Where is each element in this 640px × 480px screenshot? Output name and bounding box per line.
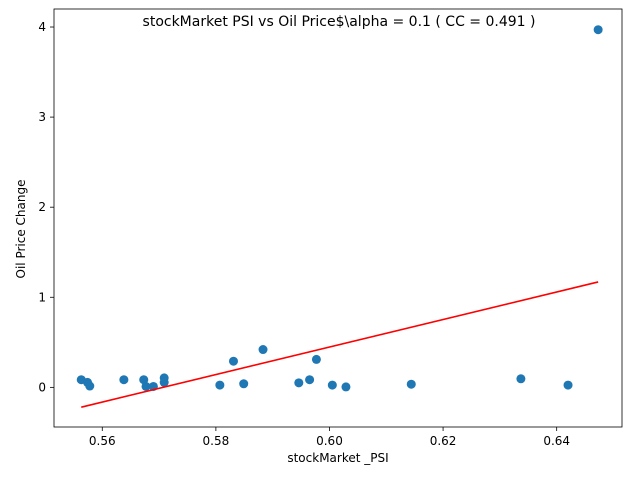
data-point <box>139 375 149 385</box>
x-axis-label: stockMarket _PSI <box>287 451 388 465</box>
data-point <box>311 354 321 364</box>
data-point <box>406 379 416 389</box>
chart-title: stockMarket PSI vs Oil Price$\alpha = 0.… <box>143 14 536 30</box>
regression-line <box>81 281 599 408</box>
y-tick-label: 4 <box>38 20 46 34</box>
plot-area <box>76 25 603 408</box>
x-tick-label: 0.58 <box>203 434 230 448</box>
y-tick-label: 3 <box>38 110 46 124</box>
data-point <box>85 381 95 391</box>
data-point <box>593 25 603 35</box>
x-tick-label: 0.60 <box>316 434 343 448</box>
y-tick-label: 0 <box>38 380 46 394</box>
data-point <box>294 378 304 388</box>
x-tick-label: 0.64 <box>543 434 570 448</box>
axes-frame <box>53 8 623 428</box>
x-axis-ticks: 0.56 0.58 0.60 0.62 0.64 <box>89 427 570 448</box>
data-point <box>341 382 351 392</box>
data-point <box>239 379 249 389</box>
data-point <box>141 381 151 391</box>
data-point <box>563 380 573 390</box>
data-point <box>228 356 238 366</box>
y-tick-label: 2 <box>38 200 46 214</box>
data-point <box>258 345 268 355</box>
data-point <box>215 380 225 390</box>
data-point <box>327 380 337 390</box>
data-point <box>119 375 129 385</box>
x-tick-label: 0.56 <box>89 434 116 448</box>
y-tick-label: 1 <box>38 290 46 304</box>
y-axis-label: Oil Price Change <box>14 180 28 279</box>
data-point <box>305 375 315 385</box>
x-tick-label: 0.62 <box>430 434 457 448</box>
y-axis-ticks: 0 1 2 3 4 <box>38 20 54 394</box>
data-point <box>159 377 169 387</box>
data-point <box>516 374 526 384</box>
